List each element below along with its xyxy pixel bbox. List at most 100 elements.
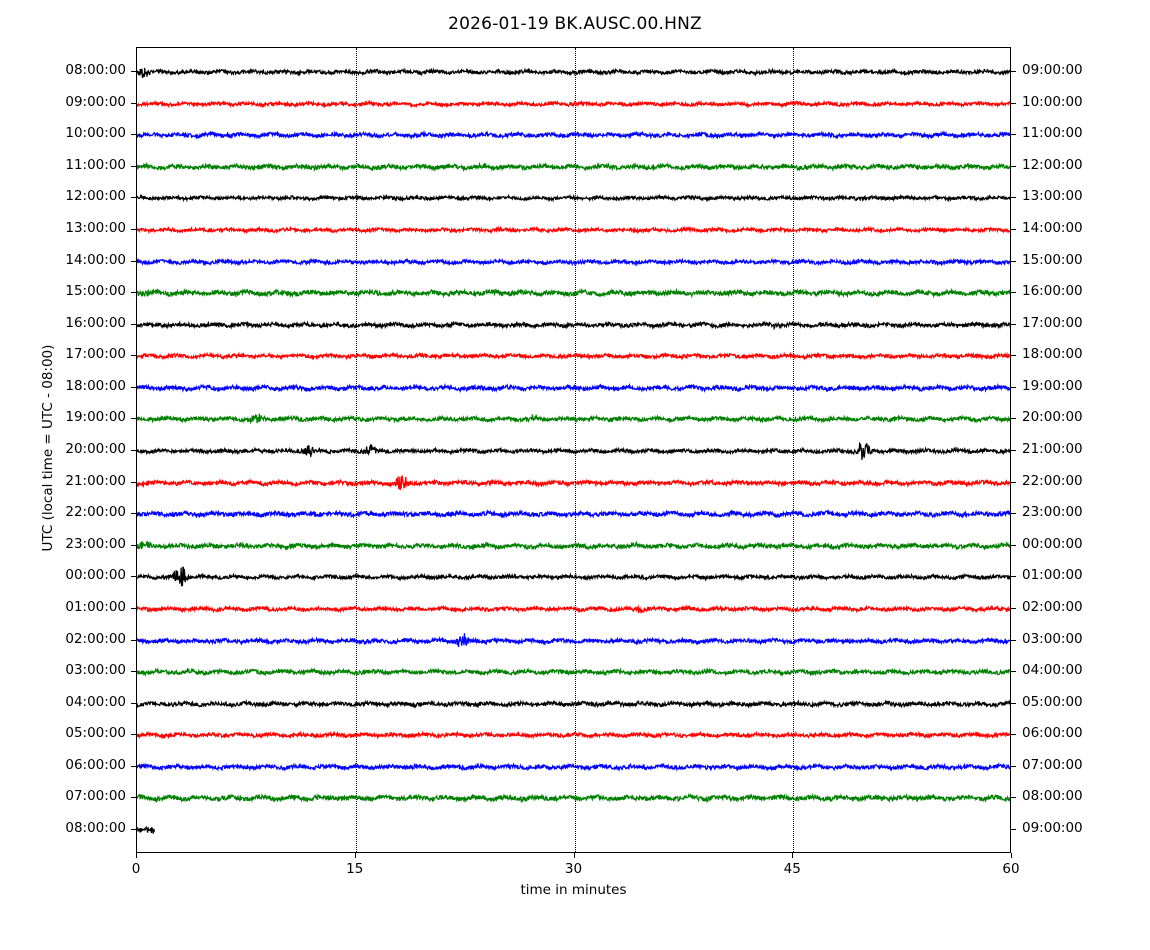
seismic-trace: [137, 804, 155, 852]
y-axis-tick-label-right: 10:00:00: [1022, 93, 1083, 110]
page-title: 2026-01-19 BK.AUSC.00.HNZ: [448, 14, 702, 34]
y-axis-tick-label-left: 19:00:00: [65, 409, 126, 426]
y-axis-tick-label-right: 14:00:00: [1022, 219, 1083, 236]
y-axis-tick-label-right: 07:00:00: [1022, 756, 1083, 773]
y-tick-right: [1011, 102, 1016, 104]
y-tick-left: [131, 734, 136, 736]
y-tick-right: [1011, 702, 1016, 704]
y-tick-left: [131, 513, 136, 515]
y-tick-left: [131, 829, 136, 830]
y-tick-right: [1011, 797, 1016, 799]
y-axis-tick-label-right: 21:00:00: [1022, 441, 1083, 457]
y-axis-tick-label-left: 08:00:00: [65, 62, 126, 78]
y-tick-right: [1011, 228, 1016, 230]
x-axis-tick-label: 15: [346, 861, 364, 877]
y-tick-right: [1011, 639, 1016, 641]
y-axis-tick-label-right: 19:00:00: [1022, 377, 1083, 394]
seismic-trace: [137, 457, 1010, 509]
plot-canvas: [137, 48, 1010, 852]
y-axis-tick-label-left: 17:00:00: [65, 346, 126, 363]
y-axis-tick-label-left: 21:00:00: [65, 472, 126, 489]
y-axis-tick-label-left: 13:00:00: [65, 219, 126, 236]
y-axis-tick-label-left: 04:00:00: [65, 693, 126, 710]
y-axis-tick-label-right: 01:00:00: [1022, 567, 1083, 584]
y-axis-tick-label-left: 01:00:00: [65, 598, 126, 615]
y-axis-tick-label-right: 02:00:00: [1022, 598, 1083, 615]
x-axis-tick-label: 60: [1002, 861, 1020, 877]
y-axis-tick-label-right: 08:00:00: [1022, 788, 1083, 805]
y-axis-tick-label-right: 16:00:00: [1022, 283, 1083, 300]
y-tick-left: [131, 797, 136, 799]
y-axis-tick-label-left: 20:00:00: [65, 441, 126, 457]
y-tick-right: [1011, 418, 1016, 420]
gridline-vertical: [574, 48, 576, 852]
y-tick-right: [1011, 386, 1016, 388]
x-tick: [1011, 853, 1012, 858]
y-axis-tick-label-right: 03:00:00: [1022, 630, 1083, 647]
y-tick-right: [1011, 197, 1016, 199]
seismic-trace: [137, 425, 1010, 477]
y-axis-tick-label-right: 00:00:00: [1022, 535, 1083, 552]
y-tick-right: [1011, 481, 1016, 483]
y-axis-tick-label-left: 02:00:00: [65, 630, 126, 647]
y-tick-left: [131, 450, 136, 451]
y-tick-left: [131, 607, 136, 609]
y-axis-tick-label-right: 05:00:00: [1022, 693, 1083, 710]
y-axis-tick-label-left: 11:00:00: [65, 156, 126, 173]
y-tick-right: [1011, 355, 1016, 357]
y-axis-tick-label-left: 05:00:00: [65, 725, 126, 742]
seismic-trace: [137, 267, 1010, 319]
y-axis-tick-label-right: 23:00:00: [1022, 504, 1083, 521]
y-axis-tick-label-left: 07:00:00: [65, 788, 126, 805]
y-axis-tick-label-right: 17:00:00: [1022, 314, 1083, 331]
x-axis-tick-label: 0: [131, 861, 141, 877]
seismic-trace: [137, 172, 1010, 224]
seismic-trace: [137, 709, 1010, 761]
y-axis-tick-label-left: 08:00:00: [65, 820, 126, 836]
y-tick-right: [1011, 607, 1016, 609]
y-axis-tick-label-left: 15:00:00: [65, 283, 126, 300]
seismic-trace: [137, 615, 1010, 667]
y-axis-tick-label-left: 14:00:00: [65, 251, 126, 268]
y-axis-tick-label-left: 22:00:00: [65, 504, 126, 521]
seismic-trace: [137, 204, 1010, 256]
y-axis-tick-label-right: 22:00:00: [1022, 472, 1083, 489]
y-axis-tick-label-left: 16:00:00: [65, 314, 126, 331]
y-tick-right: [1011, 134, 1016, 136]
y-tick-right: [1011, 765, 1016, 767]
seismic-trace: [137, 330, 1010, 382]
seismic-trace: [137, 488, 1010, 540]
x-axis-tick-label: 45: [783, 861, 801, 877]
y-tick-left: [131, 197, 136, 199]
y-tick-left: [131, 481, 136, 483]
x-tick: [136, 853, 137, 858]
seismic-trace: [137, 678, 1010, 730]
y-axis-tick-label-right: 12:00:00: [1022, 156, 1083, 173]
x-tick: [354, 853, 356, 858]
y-axis-tick-label-right: 06:00:00: [1022, 725, 1083, 742]
seismic-trace: [137, 236, 1010, 288]
seismic-trace: [137, 551, 1010, 603]
y-tick-left: [131, 71, 136, 72]
y-tick-right: [1011, 671, 1016, 673]
y-axis-tick-label-left: 06:00:00: [65, 756, 126, 773]
y-tick-left: [131, 355, 136, 357]
y-tick-right: [1011, 260, 1016, 262]
y-tick-left: [131, 544, 136, 546]
y-axis-tick-label-left: 10:00:00: [65, 125, 126, 142]
seismic-trace: [137, 48, 1010, 98]
y-tick-left: [131, 260, 136, 262]
y-tick-right: [1011, 165, 1016, 167]
y-tick-right: [1011, 576, 1016, 578]
plot-area: [136, 47, 1011, 853]
y-tick-left: [131, 165, 136, 167]
y-tick-right: [1011, 450, 1016, 451]
seismic-trace: [137, 109, 1010, 161]
x-axis-label: time in minutes: [520, 882, 627, 898]
y-tick-left: [131, 323, 136, 325]
y-tick-left: [131, 765, 136, 767]
y-tick-left: [131, 102, 136, 104]
seismic-trace: [137, 141, 1010, 193]
y-axis-tick-label-left: 00:00:00: [65, 567, 126, 584]
